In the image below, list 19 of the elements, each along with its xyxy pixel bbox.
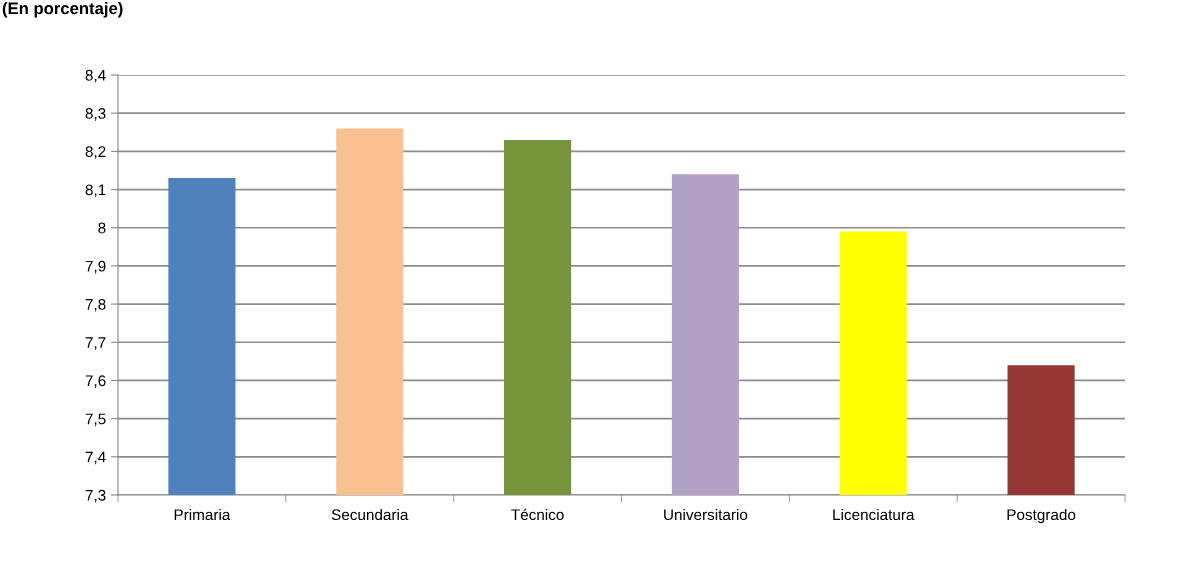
x-tick-label: Técnico xyxy=(511,508,564,521)
y-tick-label: 7,7 xyxy=(85,337,106,350)
chart-title: (En porcentaje) xyxy=(2,2,123,18)
x-tick-label: Secundaria xyxy=(331,508,409,521)
y-tick-label: 7,4 xyxy=(85,451,106,465)
y-tick-label: 7,8 xyxy=(85,298,106,312)
y-tick-label: 8,4 xyxy=(85,69,106,83)
y-tick-label: 7,9 xyxy=(85,260,106,274)
x-tick-label: Postgrado xyxy=(1007,508,1076,524)
y-tick-label: 8,2 xyxy=(85,146,106,159)
y-tick-label: 7,3 xyxy=(85,489,106,503)
x-tick-label: Primaria xyxy=(174,508,231,521)
y-tick-label: 7,5 xyxy=(85,413,106,427)
y-tick-label: 7,6 xyxy=(85,375,106,388)
y-tick-label: 8,3 xyxy=(85,108,106,121)
y-tick-label: 8,1 xyxy=(85,184,106,198)
x-tick-label: Universitario xyxy=(664,508,748,521)
x-tick-label: Licenciatura xyxy=(833,508,915,521)
y-tick-label: 8 xyxy=(98,222,106,234)
